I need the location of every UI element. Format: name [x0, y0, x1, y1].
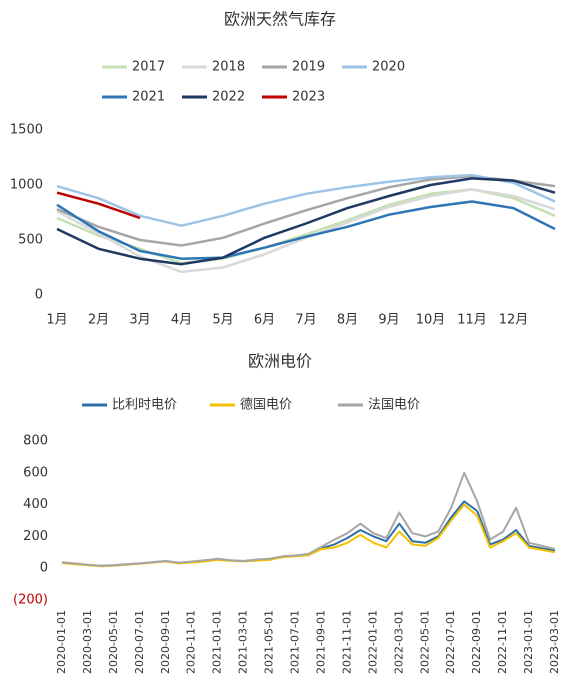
series-line: [61, 471, 556, 567]
x-tick-label: 2020-11-01: [185, 610, 198, 674]
legend-label: 2022: [212, 90, 245, 105]
x-tick-label: 2020-09-01: [159, 610, 172, 674]
y-tick-label: 600: [23, 465, 48, 480]
x-tick-label: 10月: [416, 313, 446, 328]
x-tick-label: 2022-03-01: [392, 610, 405, 674]
x-tick-label: 2021-07-01: [289, 610, 302, 674]
x-tick-label: 2020-07-01: [133, 610, 146, 674]
x-tick-label: 1月: [46, 313, 67, 328]
x-tick-label: 2020-01-01: [55, 610, 68, 674]
x-tick-label: 2022-09-01: [470, 610, 483, 674]
x-tick-label: 2021-01-01: [211, 610, 224, 674]
legend-label: 2019: [292, 60, 325, 75]
series-line: [56, 191, 141, 220]
legend-label: 德国电价: [240, 398, 292, 413]
series-line: [56, 200, 556, 260]
chart-title: 欧洲电价: [248, 352, 312, 371]
x-tick-label: 2022-11-01: [496, 610, 509, 674]
x-tick-label: 2021-03-01: [237, 610, 250, 674]
series-line: [56, 177, 556, 266]
x-tick-label: 2023-03-01: [548, 610, 561, 674]
x-tick-label: 8月: [337, 313, 358, 328]
x-tick-label: 3月: [129, 313, 150, 328]
x-tick-label: 2023-01-01: [522, 610, 535, 674]
x-tick-label: 4月: [171, 313, 192, 328]
legend-label: 比利时电价: [112, 398, 177, 413]
legend-label: 2021: [132, 90, 165, 105]
legend-label: 2020: [372, 60, 405, 75]
legend-label: 2018: [212, 60, 245, 75]
y-tick-label: (200): [13, 593, 48, 608]
x-tick-label: 11月: [457, 313, 487, 328]
chart-title: 欧洲天然气库存: [224, 10, 336, 29]
y-tick-label: 200: [23, 529, 48, 544]
legend-label: 法国电价: [368, 398, 420, 413]
series-line: [56, 173, 556, 227]
x-tick-label: 12月: [499, 313, 529, 328]
x-tick-label: 9月: [378, 313, 399, 328]
y-tick-label: 1500: [10, 123, 43, 138]
x-tick-label: 7月: [295, 313, 316, 328]
x-tick-label: 2022-05-01: [418, 610, 431, 674]
legend-label: 2017: [132, 60, 165, 75]
y-tick-label: 400: [23, 497, 48, 512]
y-tick-label: 800: [23, 434, 48, 449]
y-tick-label: 500: [18, 233, 43, 248]
x-tick-label: 2月: [88, 313, 109, 328]
x-tick-label: 2020-05-01: [107, 610, 120, 674]
x-tick-label: 6月: [254, 313, 275, 328]
y-tick-label: 0: [40, 561, 48, 576]
x-tick-label: 2022-07-01: [444, 610, 457, 674]
x-tick-label: 2021-05-01: [263, 610, 276, 674]
y-tick-label: 1000: [10, 178, 43, 193]
x-tick-label: 2021-09-01: [314, 610, 327, 674]
x-tick-label: 2020-03-01: [81, 610, 94, 674]
y-tick-label: 0: [35, 288, 43, 303]
x-tick-label: 2022-01-01: [366, 610, 379, 674]
x-tick-label: 2021-11-01: [340, 610, 353, 674]
x-tick-label: 5月: [212, 313, 233, 328]
legend-label: 2023: [292, 90, 325, 105]
